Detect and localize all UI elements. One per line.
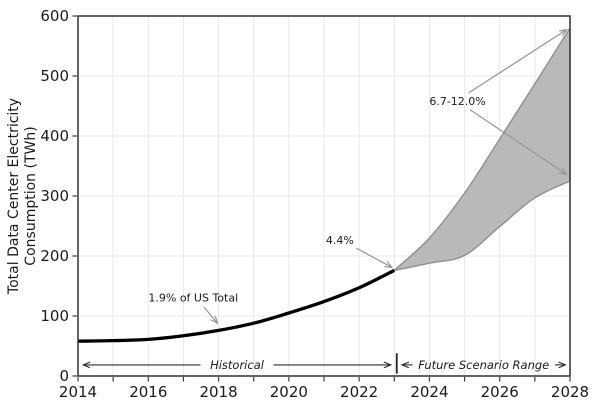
- y-tick-label: 100: [40, 307, 69, 325]
- future-scenario-range-span-label: Future Scenario Range: [418, 358, 549, 372]
- span-arrowhead-left: [400, 361, 410, 369]
- annotation-arrow-line: [469, 109, 567, 175]
- y-tick-label: 200: [40, 247, 69, 265]
- span-arrowhead-left: [81, 361, 91, 369]
- x-tick-label: 2024: [410, 383, 448, 401]
- annotation-arrowhead: [559, 167, 568, 176]
- annotation-arrowhead: [559, 28, 568, 37]
- y-tick-label: 0: [59, 367, 69, 385]
- y-axis-label-line2: Consumption (TWh): [23, 126, 39, 265]
- annotation-6-7-12-percent-range: 6.7-12.0%: [429, 95, 485, 108]
- x-tick-label: 2020: [270, 383, 308, 401]
- annotation-1-9-percent-us-total: 1.9% of US Total: [148, 291, 238, 304]
- x-tick-label: 2028: [551, 383, 589, 401]
- y-axis-label-line1: Total Data Center Electricity: [6, 98, 22, 295]
- y-tick-label: 400: [40, 127, 69, 145]
- annotation-arrow-line: [203, 306, 218, 324]
- x-tick-label: 2018: [199, 383, 237, 401]
- axes-and-ticks: 2014 2016 2018 2020 2022 2024 2026 2028 0 100 200 3…: [40, 7, 589, 401]
- x-tick-label: 2022: [340, 383, 378, 401]
- annotation-arrowhead: [384, 261, 394, 269]
- y-tick-label: 300: [40, 187, 69, 205]
- annotation-4-4-percent: 4.4%: [326, 234, 354, 247]
- historical-consumption-line: [77, 268, 396, 343]
- y-tick-label: 500: [40, 67, 69, 85]
- historical-span-label: Historical: [210, 358, 265, 372]
- x-tick-label: 2026: [481, 383, 519, 401]
- span-arrowhead-right: [558, 361, 567, 369]
- historical-line-path: [77, 268, 396, 343]
- plot-border: [77, 15, 571, 377]
- annotation-arrow-line: [356, 247, 393, 268]
- annotation-arrows: [81, 28, 568, 374]
- future-scenario-area: [393, 27, 571, 272]
- y-tick-label: 600: [40, 7, 69, 25]
- future-scenario-band: [393, 27, 571, 272]
- x-tick-label: 2016: [129, 383, 167, 401]
- annotation-arrow-line: [468, 29, 567, 94]
- span-arrowhead-right: [383, 361, 393, 369]
- x-tick-label: 2014: [59, 383, 97, 401]
- annotation-arrowhead: [210, 315, 219, 325]
- chart-text: Total Data Center Electricity Consumptio…: [6, 95, 549, 372]
